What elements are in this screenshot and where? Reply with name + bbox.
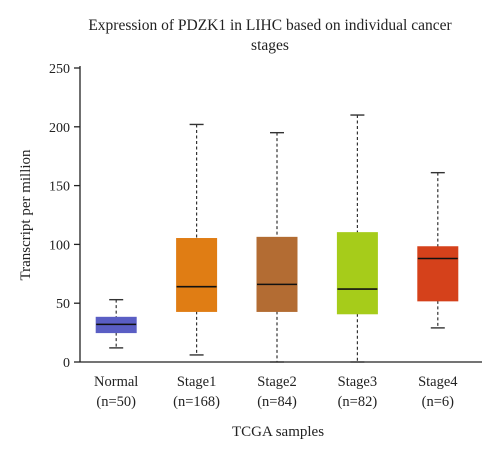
y-tick-label: 100 (49, 238, 70, 253)
y-tick-label: 50 (56, 297, 70, 312)
box-iqr (417, 246, 459, 302)
category-label: Stage3 (338, 374, 377, 390)
chart-title-line-2: stages (251, 37, 289, 54)
y-tick-label: 200 (49, 121, 70, 136)
x-axis-label: TCGA samples (232, 424, 324, 440)
category-label: Stage4 (418, 374, 458, 390)
category-sample-size: (n=168) (173, 394, 220, 410)
y-axis-ticks: 0 50 100 150 200 250 (49, 62, 80, 371)
category-sample-size: (n=6) (422, 394, 455, 410)
y-tick-label: 150 (49, 180, 70, 195)
box-stage3 (336, 114, 378, 363)
category-label: Stage2 (257, 374, 296, 390)
boxes (95, 114, 459, 363)
box-normal (95, 298, 137, 349)
y-tick-label: 250 (49, 62, 70, 77)
category-label: Stage1 (177, 374, 216, 390)
y-tick-label: 0 (63, 356, 70, 371)
box-iqr (336, 232, 378, 315)
box-iqr (176, 238, 218, 312)
category-label: Normal (94, 374, 138, 390)
x-axis-category-labels: Normal (n=50) Stage1 (n=168) Stage2 (n=84) Sta… (94, 374, 458, 410)
box-stage1 (176, 123, 218, 356)
box-stage2 (256, 131, 298, 363)
y-axis-label: Transcript per million (18, 149, 34, 281)
box-stage4 (417, 171, 459, 329)
category-sample-size: (n=84) (257, 394, 297, 410)
box-iqr (256, 236, 298, 312)
axes (79, 66, 482, 363)
chart-title-line-1: Expression of PDZK1 in LIHC based on ind… (88, 17, 452, 34)
category-sample-size: (n=50) (96, 394, 136, 410)
category-sample-size: (n=82) (338, 394, 378, 410)
